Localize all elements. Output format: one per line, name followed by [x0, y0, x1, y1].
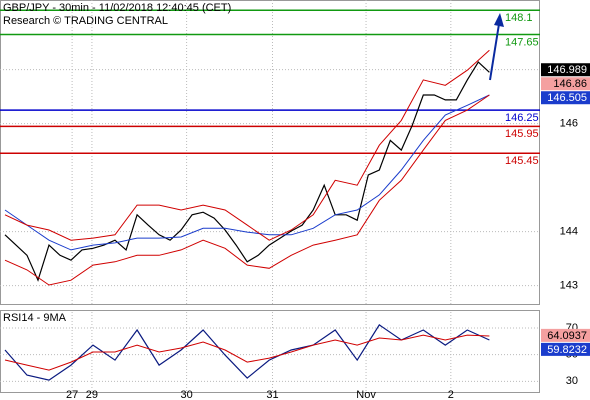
y-tick-label: 143 [560, 279, 578, 291]
series-line [4, 94, 490, 286]
x-tick-label: 31 [266, 389, 278, 400]
last-value-box [541, 63, 590, 77]
main-frame [0, 0, 540, 305]
last-value-box [541, 91, 590, 105]
series-line [4, 94, 490, 251]
x-tick-label: 2 [448, 389, 454, 400]
last-value-box [541, 328, 590, 342]
level-label: 145.95 [505, 128, 539, 140]
x-tick-label: Nov [356, 389, 376, 400]
series-line [4, 324, 490, 381]
level-label: 148.1 [505, 12, 533, 24]
y-tick-label: 146 [560, 118, 578, 130]
last-value-box [541, 77, 590, 91]
series-line [4, 334, 490, 371]
rsi-title: RSI14 - 9MA [3, 312, 67, 324]
chart-subtitle: Research © TRADING CENTRAL [3, 15, 168, 27]
chart-title: GBP/JPY - 30min - 11/02/2018 12:40:45 (C… [3, 2, 231, 14]
forecast-arrow-head [494, 13, 504, 27]
level-label: 146.25 [505, 112, 539, 124]
last-value-label: 146.86 [553, 78, 587, 90]
x-tick-label: 29 [86, 389, 98, 400]
rsi-frame [0, 310, 540, 393]
series-line [4, 49, 490, 241]
last-value-label: 146.989 [547, 64, 587, 76]
level-label: 147.65 [505, 36, 539, 48]
y-tick-label: 30 [566, 375, 578, 387]
last-value-label: 64.0937 [547, 330, 587, 342]
last-value-box [541, 342, 590, 356]
last-value-label: 146.505 [547, 92, 587, 104]
x-tick-label: 27 [66, 389, 78, 400]
forecast-arrow [489, 23, 500, 81]
y-tick-label: 144 [560, 225, 578, 237]
last-value-label: 59.8232 [547, 344, 587, 356]
level-label: 145.45 [505, 155, 539, 167]
x-tick-label: 30 [180, 389, 192, 400]
series-line [4, 61, 490, 282]
